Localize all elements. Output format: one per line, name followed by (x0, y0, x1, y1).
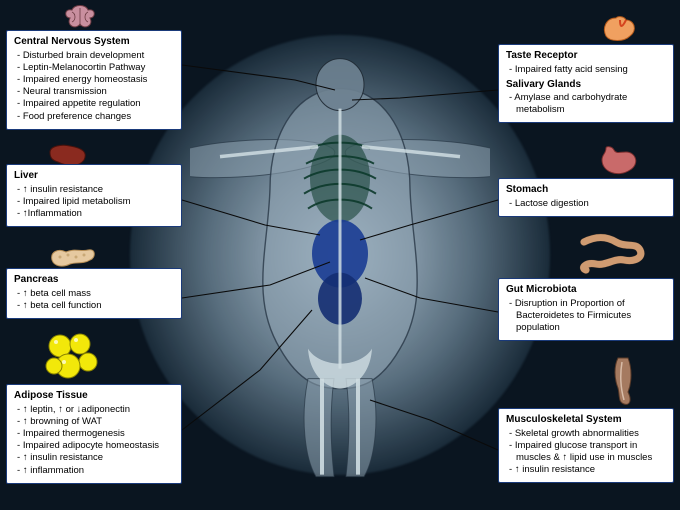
list-msk: Skeletal growth abnormalities Impaired g… (506, 428, 666, 477)
pancreas-icon (48, 246, 96, 268)
tongue-icon (600, 14, 638, 42)
intestine-icon (576, 232, 646, 274)
title-gut: Gut Microbiota (506, 284, 666, 297)
title-salivary: Salivary Glands (506, 79, 666, 92)
list-adipose: ↑ leptin, ↑ or ↓adiponectin ↑ browning o… (14, 404, 174, 477)
list-cns: Disturbed brain development Leptin-Melan… (14, 50, 174, 123)
list-item: Disruption in Proportion of Bacteroidete… (509, 298, 666, 334)
list-item: ↑Inflammation (17, 208, 174, 220)
box-pancreas: Pancreas ↑ beta cell mass ↑ beta cell fu… (6, 268, 182, 319)
list-item: ↑ beta cell function (17, 300, 174, 312)
list-item: Lactose digestion (509, 198, 666, 210)
liver-icon (48, 144, 88, 166)
box-liver: Liver ↑ insulin resistance Impaired lipi… (6, 164, 182, 227)
body-figure (190, 49, 490, 479)
box-cns: Central Nervous System Disturbed brain d… (6, 30, 182, 130)
list-item: ↑ beta cell mass (17, 288, 174, 300)
leg-icon (608, 356, 638, 406)
list-item: Impaired adipocyte homeostasis (17, 440, 174, 452)
list-item: ↑ inflammation (17, 465, 174, 477)
list-item: Skeletal growth abnormalities (509, 428, 666, 440)
list-item: ↑ leptin, ↑ or ↓adiponectin (17, 404, 174, 416)
list-item: Food preference changes (17, 111, 174, 123)
list-gut: Disruption in Proportion of Bacteroidete… (506, 298, 666, 334)
box-stomach: Stomach Lactose digestion (498, 178, 674, 217)
list-item: Leptin-Melanocortin Pathway (17, 62, 174, 74)
list-item: Impaired lipid metabolism (17, 196, 174, 208)
list-salivary: Amylase and carbohydrate metabolism (506, 92, 666, 116)
title-taste: Taste Receptor (506, 50, 666, 63)
list-item: Disturbed brain development (17, 50, 174, 62)
title-stomach: Stomach (506, 184, 666, 197)
box-gut: Gut Microbiota Disruption in Proportion … (498, 278, 674, 341)
list-item: Impaired fatty acid sensing (509, 64, 666, 76)
list-item: ↑ insulin resistance (17, 184, 174, 196)
title-pancreas: Pancreas (14, 274, 174, 287)
list-stomach: Lactose digestion (506, 198, 666, 210)
diagram-canvas: Central Nervous System Disturbed brain d… (0, 0, 680, 510)
list-item: ↑ browning of WAT (17, 416, 174, 428)
title-adipose: Adipose Tissue (14, 390, 174, 403)
fat-cells-icon (44, 332, 100, 382)
list-liver: ↑ insulin resistance Impaired lipid meta… (14, 184, 174, 220)
stomach-icon (594, 146, 640, 176)
list-pancreas: ↑ beta cell mass ↑ beta cell function (14, 288, 174, 312)
list-item: Impaired energy homeostasis (17, 74, 174, 86)
list-item: Impaired glucose transport in muscles & … (509, 440, 666, 464)
box-adipose: Adipose Tissue ↑ leptin, ↑ or ↓adiponect… (6, 384, 182, 484)
list-item: Impaired thermogenesis (17, 428, 174, 440)
title-liver: Liver (14, 170, 174, 183)
brain-icon (60, 4, 100, 30)
list-item: ↑ insulin resistance (509, 464, 666, 476)
box-taste: Taste Receptor Impaired fatty acid sensi… (498, 44, 674, 123)
list-item: Amylase and carbohydrate metabolism (509, 92, 666, 116)
box-msk: Musculoskeletal System Skeletal growth a… (498, 408, 674, 483)
list-item: ↑ insulin resistance (17, 452, 174, 464)
list-taste: Impaired fatty acid sensing (506, 64, 666, 76)
title-cns: Central Nervous System (14, 36, 174, 49)
list-item: Impaired appetite regulation (17, 98, 174, 110)
title-msk: Musculoskeletal System (506, 414, 666, 427)
list-item: Neural transmission (17, 86, 174, 98)
